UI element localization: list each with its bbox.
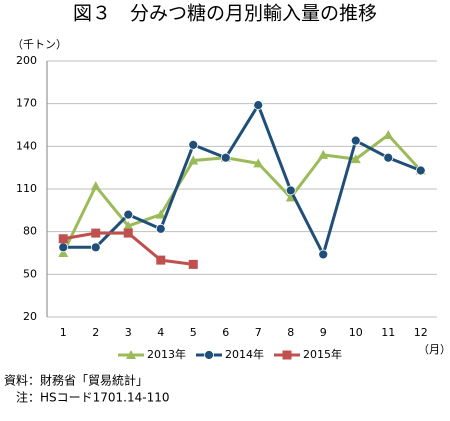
- data-point: [285, 192, 296, 202]
- y-tick-label: 170: [16, 97, 37, 110]
- data-point: [58, 242, 69, 253]
- data-point: [123, 220, 134, 230]
- data-point: [253, 158, 264, 168]
- legend-marker: [204, 350, 214, 360]
- y-tick-label: 20: [23, 310, 37, 323]
- x-tick-label: 11: [381, 326, 395, 339]
- x-tick-label: 9: [320, 326, 327, 339]
- data-point: [58, 234, 68, 244]
- data-point: [123, 228, 133, 238]
- footnote: 注：HSコード1701.14-110: [16, 390, 170, 405]
- data-point: [318, 149, 329, 159]
- y-tick-label: 200: [16, 54, 37, 67]
- data-point: [90, 242, 101, 253]
- legend-label: 2015年: [303, 347, 342, 361]
- x-tick-label: 6: [222, 326, 229, 339]
- x-tick-label: 10: [349, 326, 363, 339]
- y-tick-label: 50: [23, 267, 37, 280]
- data-point: [285, 185, 296, 196]
- x-tick-label: 4: [157, 326, 164, 339]
- legend-marker: [126, 350, 136, 359]
- data-point: [415, 165, 426, 176]
- legend-marker: [282, 350, 292, 360]
- data-point: [123, 209, 134, 220]
- chart-title: 図３ 分みつ糖の月別輸入量の推移: [73, 3, 377, 25]
- x-tick-label: 2: [92, 326, 99, 339]
- data-point: [318, 249, 329, 260]
- legend-label: 2013年: [147, 347, 186, 361]
- data-point: [220, 152, 231, 163]
- data-point: [383, 152, 394, 163]
- data-point: [58, 248, 69, 257]
- x-tick-label: 3: [125, 326, 132, 339]
- x-tick-label: 5: [190, 326, 197, 339]
- data-point: [253, 100, 264, 110]
- data-point: [383, 129, 394, 139]
- data-point: [155, 223, 166, 234]
- legend-label: 2014年: [225, 347, 264, 361]
- y-tick-label: 80: [23, 225, 37, 238]
- source-note: 資料：財務省「貿易統計」: [4, 373, 148, 388]
- y-unit: （千トン）: [12, 38, 67, 51]
- data-point: [350, 135, 361, 146]
- x-tick-label: 1: [60, 326, 67, 339]
- data-point: [188, 140, 199, 150]
- data-point: [350, 154, 361, 164]
- series-line: [61, 133, 422, 254]
- y-tick-label: 110: [16, 182, 37, 195]
- y-tick-label: 140: [16, 139, 37, 152]
- data-point: [91, 228, 101, 238]
- x-tick-label: 12: [414, 326, 428, 339]
- series-line: [63, 103, 422, 256]
- data-point: [188, 155, 199, 165]
- x-tick-label: 8: [287, 326, 294, 339]
- data-point: [188, 259, 198, 269]
- data-point: [156, 255, 166, 265]
- x-tick-label: 7: [255, 326, 262, 339]
- data-point: [155, 209, 166, 219]
- x-unit: （月）: [418, 343, 450, 356]
- data-point: [90, 181, 101, 191]
